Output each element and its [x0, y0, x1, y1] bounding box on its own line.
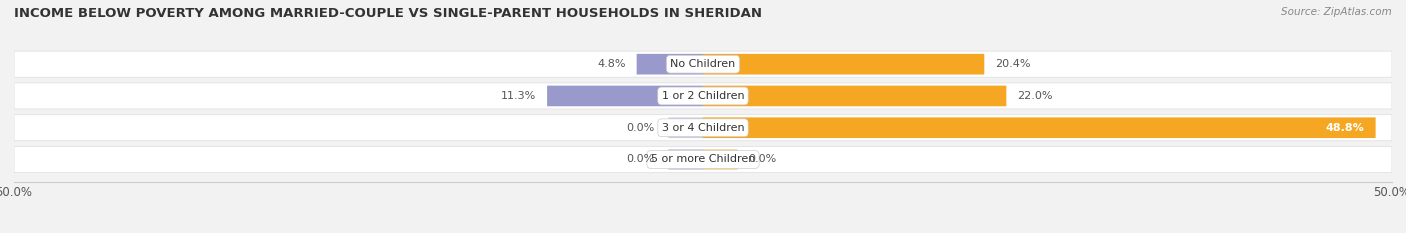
Text: 3 or 4 Children: 3 or 4 Children — [662, 123, 744, 133]
Text: 0.0%: 0.0% — [627, 154, 655, 164]
FancyBboxPatch shape — [703, 54, 984, 75]
FancyBboxPatch shape — [637, 54, 703, 75]
Text: 0.0%: 0.0% — [748, 154, 776, 164]
Text: INCOME BELOW POVERTY AMONG MARRIED-COUPLE VS SINGLE-PARENT HOUSEHOLDS IN SHERIDA: INCOME BELOW POVERTY AMONG MARRIED-COUPL… — [14, 7, 762, 20]
FancyBboxPatch shape — [703, 117, 1375, 138]
Text: 20.4%: 20.4% — [995, 59, 1031, 69]
FancyBboxPatch shape — [547, 86, 703, 106]
Text: 0.0%: 0.0% — [627, 123, 655, 133]
Text: 5 or more Children: 5 or more Children — [651, 154, 755, 164]
FancyBboxPatch shape — [703, 86, 1007, 106]
FancyBboxPatch shape — [703, 149, 738, 170]
FancyBboxPatch shape — [14, 115, 1392, 141]
Legend: Married Couples, Single Parents: Married Couples, Single Parents — [585, 230, 821, 233]
Text: 4.8%: 4.8% — [598, 59, 626, 69]
FancyBboxPatch shape — [14, 51, 1392, 77]
FancyBboxPatch shape — [14, 147, 1392, 172]
Text: 48.8%: 48.8% — [1326, 123, 1364, 133]
Text: 1 or 2 Children: 1 or 2 Children — [662, 91, 744, 101]
Text: 22.0%: 22.0% — [1017, 91, 1053, 101]
FancyBboxPatch shape — [14, 83, 1392, 109]
FancyBboxPatch shape — [668, 149, 703, 170]
FancyBboxPatch shape — [668, 117, 703, 138]
Text: No Children: No Children — [671, 59, 735, 69]
Text: Source: ZipAtlas.com: Source: ZipAtlas.com — [1281, 7, 1392, 17]
Text: 11.3%: 11.3% — [501, 91, 536, 101]
